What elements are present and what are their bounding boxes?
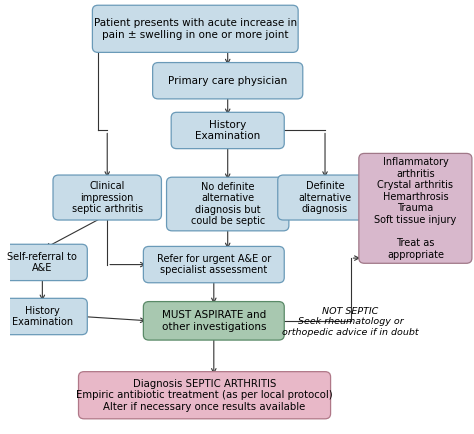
Text: Diagnosis SEPTIC ARTHRITIS
Empiric antibiotic treatment (as per local protocol)
: Diagnosis SEPTIC ARTHRITIS Empiric antib…	[76, 378, 333, 412]
FancyBboxPatch shape	[166, 177, 289, 231]
FancyBboxPatch shape	[143, 247, 284, 283]
FancyBboxPatch shape	[171, 112, 284, 149]
Text: Self-referral to
A&E: Self-referral to A&E	[8, 252, 77, 273]
FancyBboxPatch shape	[0, 298, 87, 335]
FancyBboxPatch shape	[79, 372, 330, 419]
FancyBboxPatch shape	[0, 244, 87, 281]
Text: NOT SEPTIC
Seek rheumatology or
orthopedic advice if in doubt: NOT SEPTIC Seek rheumatology or orthoped…	[282, 307, 419, 337]
Text: History
Examination: History Examination	[12, 306, 73, 327]
Text: Primary care physician: Primary care physician	[168, 76, 287, 86]
FancyBboxPatch shape	[53, 175, 162, 220]
Text: Patient presents with acute increase in
pain ± swelling in one or more joint: Patient presents with acute increase in …	[94, 18, 297, 39]
Text: History
Examination: History Examination	[195, 120, 260, 141]
FancyBboxPatch shape	[359, 153, 472, 263]
Text: Clinical
impression
septic arthritis: Clinical impression septic arthritis	[72, 181, 143, 214]
FancyBboxPatch shape	[143, 302, 284, 340]
Text: Refer for urgent A&E or
specialist assessment: Refer for urgent A&E or specialist asses…	[157, 254, 271, 276]
Text: No definite
alternative
diagnosis but
could be septic: No definite alternative diagnosis but co…	[191, 181, 265, 227]
Text: MUST ASPIRATE and
other investigations: MUST ASPIRATE and other investigations	[162, 310, 266, 332]
Text: Definite
alternative
diagnosis: Definite alternative diagnosis	[299, 181, 352, 214]
FancyBboxPatch shape	[92, 5, 298, 53]
Text: Inflammatory
arthritis
Crystal arthritis
Hemarthrosis
Trauma
Soft tissue injury
: Inflammatory arthritis Crystal arthritis…	[374, 157, 456, 260]
FancyBboxPatch shape	[153, 62, 303, 99]
FancyBboxPatch shape	[278, 175, 372, 220]
